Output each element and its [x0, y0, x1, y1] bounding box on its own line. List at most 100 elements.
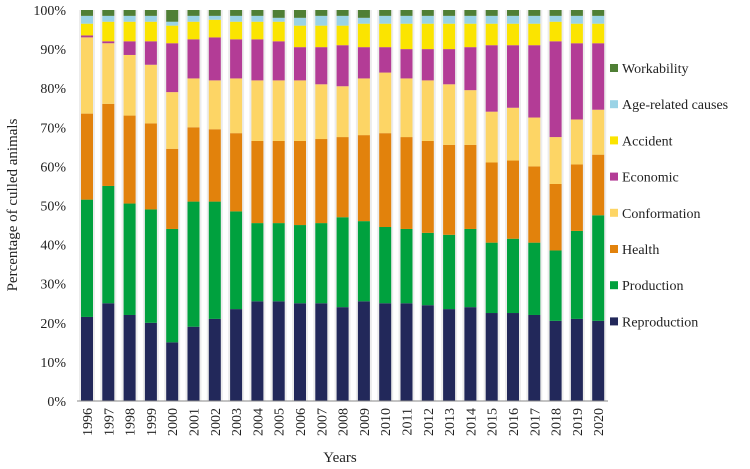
- bar-health-2009: [357, 135, 370, 222]
- bar-economic-2017: [528, 45, 541, 118]
- bar-production-2020: [592, 215, 605, 321]
- bar-conformation-2011: [400, 78, 413, 138]
- bar-economic-2000: [166, 43, 179, 93]
- bar-health-2010: [379, 133, 392, 228]
- bar-age-related-causes-2014: [464, 15, 477, 24]
- legend: Workability Age-related causes Accident Eco…: [610, 62, 728, 330]
- x-tick-label: 2008: [337, 408, 352, 436]
- bar-economic-2005: [272, 41, 285, 81]
- y-tick-label: 20%: [40, 317, 66, 332]
- bar-production-2003: [230, 211, 243, 310]
- bar-health-1996: [81, 113, 93, 200]
- bar-reproduction-2020: [592, 320, 605, 401]
- bar-age-related-causes-2018: [549, 15, 562, 22]
- bar-reproduction-1999: [144, 322, 157, 401]
- bar-conformation-2008: [336, 86, 349, 138]
- bar-workability-2013: [443, 10, 456, 16]
- bar-production-2012: [421, 232, 434, 306]
- bar-age-related-causes-2010: [379, 15, 392, 24]
- bar-reproduction-2017: [528, 314, 541, 401]
- bar-economic-2001: [187, 39, 200, 79]
- bar-health-1999: [144, 123, 157, 210]
- bar-conformation-1996: [81, 37, 93, 114]
- bar-accident-2006: [294, 25, 306, 48]
- bar-economic-2020: [592, 43, 605, 110]
- bar-economic-2006: [294, 47, 306, 81]
- x-tick-label: 2016: [507, 408, 522, 436]
- bar-conformation-2015: [485, 111, 498, 163]
- legend-swatch: [610, 245, 618, 253]
- bar-age-related-causes-2012: [421, 15, 434, 24]
- y-axis-label: Percentage of culled animals: [5, 118, 21, 291]
- bar-production-2002: [208, 201, 221, 319]
- bar-production-2000: [166, 228, 179, 343]
- bar-reproduction-1996: [81, 316, 93, 401]
- bar-accident-2012: [421, 23, 434, 50]
- legend-label: Age-related causes: [622, 98, 728, 113]
- bar-health-2017: [528, 166, 541, 243]
- bar-accident-2004: [251, 21, 264, 40]
- bar-age-related-causes-2013: [443, 15, 456, 24]
- bar-workability-2004: [251, 10, 264, 16]
- bar-reproduction-2018: [549, 320, 562, 401]
- bar-production-2007: [315, 223, 328, 304]
- bar-reproduction-2013: [443, 309, 456, 401]
- bar-workability-1999: [144, 10, 157, 16]
- bar-production-2006: [294, 225, 306, 304]
- bar-economic-2008: [336, 45, 349, 87]
- bar-production-1997: [102, 185, 115, 304]
- bar-health-2016: [507, 160, 519, 239]
- bar-accident-2005: [272, 21, 285, 42]
- bar-age-related-causes-2005: [272, 17, 285, 22]
- y-tick-label: 40%: [40, 239, 66, 254]
- bar-conformation-2004: [251, 80, 264, 141]
- bar-economic-2018: [549, 41, 562, 138]
- bar-health-2020: [592, 154, 605, 216]
- bar-age-related-causes-2003: [230, 15, 243, 22]
- x-tick-label: 2017: [528, 408, 543, 436]
- x-tick-label: 1997: [102, 408, 117, 436]
- bar-age-related-causes-2004: [251, 15, 264, 22]
- bar-conformation-2007: [315, 84, 328, 140]
- x-tick-label: 2004: [251, 408, 266, 436]
- legend-swatch: [610, 317, 618, 326]
- bar-economic-2015: [485, 45, 498, 112]
- bar-health-2006: [294, 140, 306, 226]
- bar-conformation-1997: [102, 43, 115, 104]
- x-tick-label: 2013: [443, 408, 458, 436]
- y-tick-label: 0%: [47, 395, 66, 410]
- x-tick-label: 2005: [273, 408, 288, 436]
- bar-production-2015: [485, 242, 498, 314]
- x-tick-label: 2010: [379, 408, 394, 436]
- bar-health-2012: [421, 140, 434, 233]
- bar-reproduction-2012: [421, 305, 434, 401]
- bar-reproduction-2005: [272, 301, 285, 401]
- bar-health-2000: [166, 148, 179, 229]
- bar-workability-2010: [379, 10, 392, 16]
- bar-workability-2008: [336, 10, 349, 16]
- y-tick-label: 100%: [33, 4, 66, 19]
- bar-reproduction-2016: [507, 313, 519, 401]
- bar-health-2003: [230, 133, 243, 212]
- bar-accident-2011: [400, 23, 413, 50]
- bar-age-related-causes-1999: [144, 15, 157, 22]
- bar-reproduction-2010: [379, 303, 392, 401]
- y-tick-label: 70%: [40, 121, 66, 136]
- bar-accident-2001: [187, 21, 200, 40]
- legend-label: Economic: [622, 171, 679, 186]
- bar-accident-2014: [464, 23, 477, 48]
- bar-age-related-causes-2015: [485, 15, 498, 24]
- bar-conformation-2003: [230, 78, 243, 134]
- bar-age-related-causes-2002: [208, 15, 221, 20]
- bar-health-2005: [272, 140, 285, 224]
- legend-label: Health: [622, 243, 659, 258]
- y-tick-label: 30%: [40, 278, 66, 293]
- x-tick-label: 2011: [401, 408, 416, 435]
- bar-reproduction-2007: [315, 303, 328, 401]
- bar-workability-1997: [102, 10, 115, 16]
- bar-production-1996: [81, 199, 93, 317]
- legend-swatch: [610, 136, 618, 145]
- bar-accident-2010: [379, 23, 392, 48]
- y-tick-label: 60%: [40, 160, 66, 175]
